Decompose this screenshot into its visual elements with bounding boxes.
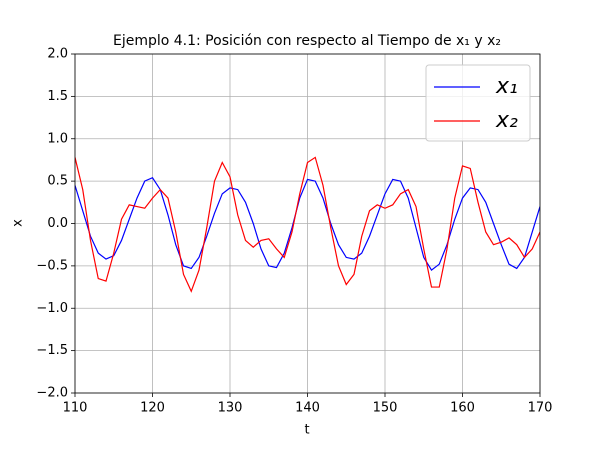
- plot-frame: [74, 53, 541, 394]
- y-tick-label: 2.0: [47, 47, 68, 62]
- x-axis-label: t: [304, 423, 309, 438]
- x-tick-label: 120: [140, 401, 165, 416]
- y-tick-label: −2.0: [36, 386, 68, 401]
- y-tick-label: 1.5: [47, 89, 68, 104]
- legend-label: x₁: [495, 74, 518, 99]
- x-tick-label: 170: [528, 401, 553, 416]
- y-axis-label: x: [11, 219, 26, 227]
- y-tick-label: 0.0: [47, 216, 68, 231]
- y-tick-label: −0.5: [36, 258, 68, 273]
- x-tick-label: 150: [373, 401, 398, 416]
- legend-box: [425, 64, 531, 142]
- chart-title: Ejemplo 4.1: Posición con respecto al Ti…: [113, 33, 501, 49]
- y-tick-label: −1.5: [36, 343, 68, 358]
- x-tick-label: 110: [63, 401, 88, 416]
- series-line: [75, 156, 540, 293]
- y-tick-label: 1.0: [47, 131, 68, 146]
- legend-label: x₂: [495, 108, 518, 133]
- y-tick-label: −1.0: [36, 301, 68, 316]
- x-tick-label: 160: [450, 401, 475, 416]
- y-tick-label: 0.5: [47, 174, 68, 189]
- series-line: [75, 176, 540, 271]
- x-tick-label: 130: [218, 401, 243, 416]
- x-tick-label: 140: [295, 401, 320, 416]
